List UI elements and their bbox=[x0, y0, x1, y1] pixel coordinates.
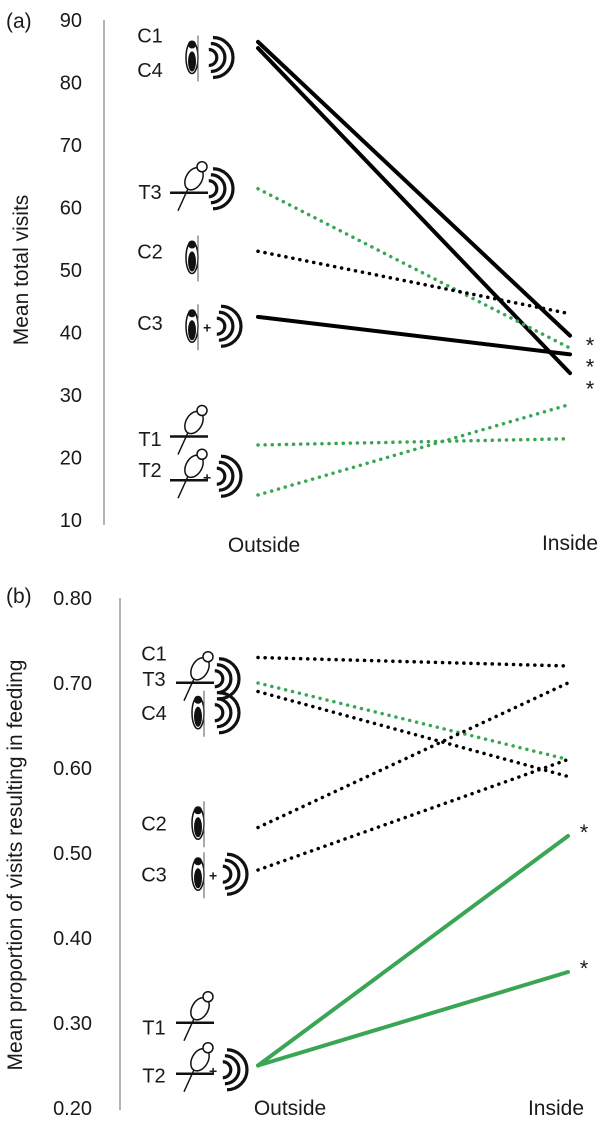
y-tick-label: 0.70 bbox=[53, 673, 92, 695]
y-tick-label: 0.50 bbox=[53, 843, 92, 865]
series-label-t1: T1 bbox=[142, 1017, 165, 1039]
woodpecker-icon bbox=[191, 801, 205, 848]
y-tick-label: 60 bbox=[60, 198, 82, 220]
y-tick-label: 0.40 bbox=[53, 928, 92, 950]
y-tick-label: 20 bbox=[60, 448, 82, 470]
tit-speaker-icon bbox=[176, 651, 241, 702]
significance-star: * bbox=[580, 956, 589, 981]
tit-speaker-icon bbox=[170, 161, 235, 212]
series-label-t3: T3 bbox=[138, 182, 161, 204]
woodpecker-icon bbox=[185, 235, 199, 282]
y-tick-label: 0.80 bbox=[53, 588, 92, 610]
woodpecker-plus-speaker-icon: + bbox=[191, 852, 249, 899]
tit-icon bbox=[170, 404, 208, 455]
series-label-c4: C4 bbox=[141, 703, 167, 725]
series-label-t2: T2 bbox=[142, 1066, 165, 1088]
series-line-c4 bbox=[256, 46, 572, 376]
series-label-c1: C1 bbox=[141, 643, 167, 665]
panel-b-y-axis-title: Mean proportion of visits resulting in f… bbox=[4, 660, 27, 1071]
significance-star: * bbox=[580, 820, 589, 845]
series-line-c2 bbox=[256, 681, 570, 830]
woodpecker-speaker-icon bbox=[191, 690, 241, 737]
y-tick-label: 50 bbox=[60, 260, 82, 282]
series-label-c2: C2 bbox=[141, 813, 167, 835]
svg-text:+: + bbox=[203, 319, 211, 335]
y-tick-label: 0.20 bbox=[53, 1098, 92, 1120]
series-label-t3: T3 bbox=[142, 669, 165, 691]
panel-a-y-axis-title: Mean total visits bbox=[10, 195, 33, 346]
y-tick-label: 0.30 bbox=[53, 1013, 92, 1035]
woodpecker-plus-speaker-icon: + bbox=[185, 304, 243, 351]
panel-b-y-ticks: 0.80 0.70 0.60 0.50 0.40 0.30 0.20 bbox=[53, 588, 92, 1120]
panel-a: (a) Mean total visits 90 80 70 60 50 40 30 20 10… bbox=[6, 10, 598, 557]
significance-star: * bbox=[586, 377, 595, 402]
y-tick-label: 0.60 bbox=[53, 758, 92, 780]
series-label-c2: C2 bbox=[137, 241, 163, 263]
series-line-c3 bbox=[256, 757, 570, 872]
tit-plus-speaker-icon: + bbox=[176, 1042, 249, 1093]
y-tick-label: 40 bbox=[60, 323, 82, 345]
series-line-t2 bbox=[256, 402, 572, 497]
panel-a-x-label-outside: Outside bbox=[228, 534, 300, 557]
panel-a-label: (a) bbox=[6, 10, 32, 33]
panel-b: (b) Mean proportion of visits resulting … bbox=[4, 585, 589, 1120]
y-tick-label: 90 bbox=[60, 10, 82, 32]
y-tick-label: 70 bbox=[60, 135, 82, 157]
series-label-t2: T2 bbox=[138, 460, 161, 482]
panel-b-series bbox=[256, 655, 570, 1068]
series-line-c3 bbox=[256, 314, 572, 357]
tit-icon bbox=[176, 991, 214, 1042]
panel-a-y-ticks: 90 80 70 60 50 40 30 20 10 bbox=[60, 10, 82, 532]
significance-star: * bbox=[586, 333, 595, 358]
woodpecker-speaker-icon bbox=[185, 35, 235, 82]
series-label-c3: C3 bbox=[141, 864, 167, 886]
panel-b-x-label-outside: Outside bbox=[254, 1097, 326, 1120]
series-line-c1 bbox=[256, 39, 572, 338]
series-label-c1: C1 bbox=[137, 26, 163, 48]
panel-a-series-labels: C1 C4 T3 C2 C3 T1 T2 bbox=[137, 26, 163, 482]
panel-b-label: (b) bbox=[6, 585, 32, 608]
y-tick-label: 30 bbox=[60, 385, 82, 407]
svg-text:+: + bbox=[203, 469, 211, 485]
series-label-c4: C4 bbox=[137, 60, 163, 82]
panel-b-significance: ** bbox=[580, 820, 589, 981]
series-label-c3: C3 bbox=[137, 313, 163, 335]
y-tick-label: 80 bbox=[60, 73, 82, 95]
svg-text:+: + bbox=[209, 867, 217, 883]
svg-text:+: + bbox=[209, 1063, 217, 1079]
series-label-t1: T1 bbox=[138, 429, 161, 451]
series-line-t1 bbox=[256, 834, 570, 1068]
significance-star: * bbox=[586, 355, 595, 380]
series-line-t1 bbox=[256, 437, 572, 447]
panel-a-x-label-inside: Inside bbox=[542, 532, 598, 555]
panel-b-icons: ++ bbox=[176, 651, 249, 1093]
series-line-t3 bbox=[256, 681, 570, 762]
series-line-c1 bbox=[256, 655, 570, 668]
series-line-t3 bbox=[256, 187, 572, 350]
y-tick-label: 10 bbox=[60, 510, 82, 532]
panel-b-series-labels: C1 T3 C4 C2 C3 T1 T2 bbox=[141, 643, 167, 1087]
panel-a-series bbox=[256, 39, 572, 497]
series-line-t2 bbox=[256, 970, 570, 1068]
panel-b-x-label-inside: Inside bbox=[528, 1097, 584, 1120]
tit-plus-speaker-icon: + bbox=[170, 448, 243, 499]
panel-a-icons: ++ bbox=[170, 35, 243, 499]
panel-a-significance: *** bbox=[586, 333, 595, 402]
series-line-c2 bbox=[256, 249, 572, 316]
